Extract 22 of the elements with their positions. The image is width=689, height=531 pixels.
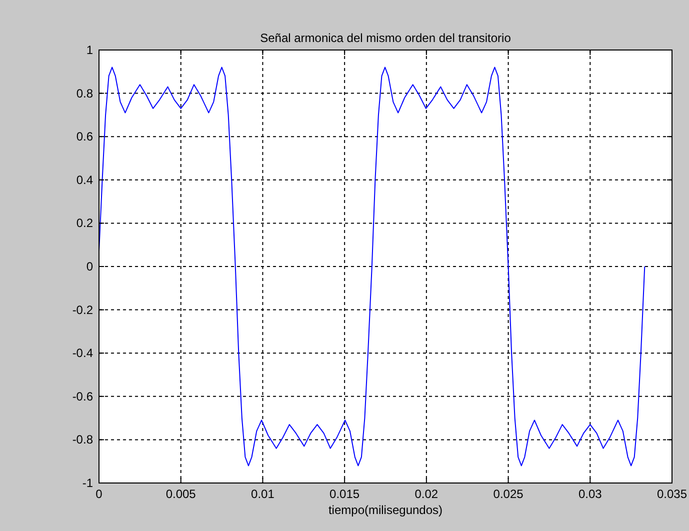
- x-tick-label: 0.02: [414, 487, 438, 501]
- y-tick-label: -1: [82, 476, 94, 490]
- y-tick-label: -0.6: [72, 389, 94, 404]
- x-tick-label: 0.005: [166, 487, 196, 501]
- y-tick-label: 0: [86, 260, 94, 274]
- y-tick-label: -0.8: [72, 432, 94, 447]
- x-tick-label: 0.025: [493, 487, 524, 501]
- y-tick-label: 0.8: [76, 86, 94, 100]
- line-series: [98, 66, 646, 466]
- x-tick-label: 0.03: [578, 487, 602, 501]
- x-tick-label: 0.035: [656, 487, 688, 501]
- chart-title: Señal armonica del mismo orden del transitorio: [260, 31, 512, 45]
- y-tick-label: -0.4: [72, 346, 94, 360]
- y-tick-label: 0.4: [76, 172, 94, 187]
- y-tick-label: 0.6: [76, 130, 94, 144]
- x-axis-title: tiempo(milisegundos): [328, 503, 443, 517]
- y-tick-label: 1: [86, 43, 94, 57]
- x-tick-label: 0.01: [251, 487, 275, 501]
- y-tick-label: -0.2: [72, 302, 94, 317]
- y-tick-label: 0.2: [76, 216, 94, 230]
- x-tick-label: 0.015: [330, 487, 360, 501]
- x-tick-label: 0: [96, 487, 103, 501]
